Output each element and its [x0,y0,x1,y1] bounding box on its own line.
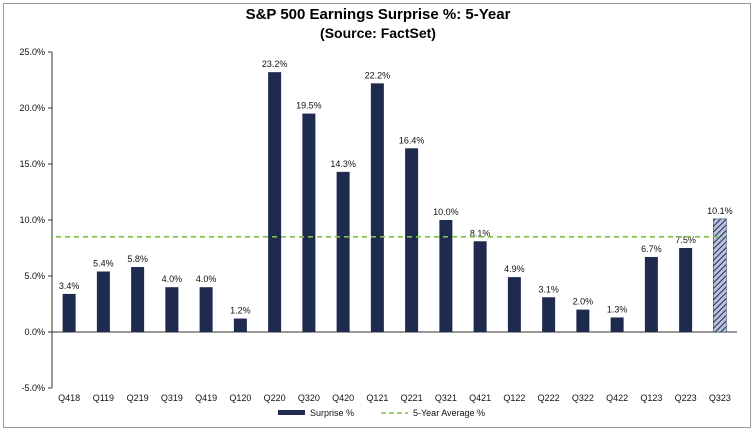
x-tick-label: Q421 [469,393,491,403]
data-label-q321: 10.0% [433,207,459,217]
bar-q119 [96,271,110,332]
x-tick-label: Q221 [401,393,423,403]
x-tick-label: Q222 [538,393,560,403]
data-label-q418: 3.4% [59,281,80,291]
data-label-q122: 4.9% [504,264,525,274]
bar-q320 [302,113,316,332]
x-tick-label: Q419 [195,393,217,403]
data-label-q123: 6.7% [641,244,662,254]
bar-q120 [233,318,247,332]
chart-subtitle: (Source: FactSet) [320,25,436,41]
x-tick-label: Q122 [503,393,525,403]
x-tick-label: Q319 [161,393,183,403]
data-label-q223: 7.5% [675,235,696,245]
x-tick-label: Q120 [229,393,251,403]
bar-q323 [713,218,727,333]
data-label-q220: 23.2% [262,59,288,69]
bar-q420 [336,171,350,332]
data-label-q121: 22.2% [365,70,391,80]
x-tick-label: Q322 [572,393,594,403]
y-tick-label: 5.0% [24,271,45,281]
bar-q221 [405,148,419,332]
bar-q222 [542,297,556,332]
data-label-q320: 19.5% [296,101,322,111]
y-tick-label: 25.0% [19,47,45,57]
x-tick-label: Q420 [332,393,354,403]
x-tick-label: Q418 [58,393,80,403]
y-tick-label: 0.0% [24,327,45,337]
data-label-q319: 4.0% [162,274,183,284]
bar-q223 [679,248,693,332]
chart-title: S&P 500 Earnings Surprise %: 5-Year [245,6,511,23]
y-tick-label: 10.0% [19,215,45,225]
legend-label-surprise: Surprise % [310,408,354,418]
y-tick-label: 15.0% [19,159,45,169]
bar-q418 [62,293,76,332]
x-tick-label: Q119 [93,393,114,403]
bar-q123 [644,256,658,332]
data-label-q219: 5.8% [127,254,148,264]
bar-q321 [439,220,453,332]
bar-q121 [370,83,384,332]
x-tick-label: Q123 [640,393,662,403]
x-tick-label: Q121 [366,393,388,403]
data-label-q420: 14.3% [330,159,356,169]
x-tick-label: Q321 [435,393,457,403]
data-label-q323: 10.1% [707,206,733,216]
bar-q219 [131,267,145,332]
data-label-q422: 1.3% [607,304,628,314]
y-tick-label: 20.0% [19,103,45,113]
bar-q122 [507,277,521,332]
x-tick-label: Q223 [675,393,697,403]
x-tick-label: Q320 [298,393,320,403]
bar-q419 [199,287,213,332]
data-label-q421: 8.1% [470,228,491,238]
bar-q322 [576,309,590,332]
data-label-q322: 2.0% [573,297,594,307]
legend-swatch-surprise [278,410,305,415]
bar-q422 [610,317,624,332]
bar-q319 [165,287,179,332]
data-label-q222: 3.1% [538,284,559,294]
x-tick-label: Q422 [606,393,628,403]
y-tick-label: -5.0% [21,383,45,393]
x-tick-label: Q219 [127,393,149,403]
x-tick-label: Q220 [264,393,286,403]
data-label-q119: 5.4% [93,259,114,269]
bar-q421 [473,241,487,332]
legend-label-average: 5-Year Average % [413,408,485,418]
data-label-q419: 4.0% [196,274,217,284]
x-tick-label: Q323 [709,393,731,403]
data-label-q120: 1.2% [230,306,251,316]
bar-q220 [268,72,282,332]
data-label-q221: 16.4% [399,135,425,145]
